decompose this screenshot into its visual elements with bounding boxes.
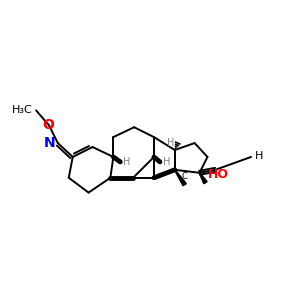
Text: H: H — [167, 138, 175, 148]
Text: C: C — [182, 172, 188, 181]
Text: H: H — [255, 151, 263, 161]
Text: N: N — [43, 136, 55, 150]
Text: H₃C: H₃C — [12, 105, 33, 116]
Text: H: H — [163, 157, 170, 167]
Text: O: O — [42, 118, 54, 132]
Polygon shape — [175, 169, 186, 186]
Polygon shape — [199, 172, 207, 184]
Text: HO: HO — [208, 168, 229, 181]
Text: H: H — [123, 157, 130, 167]
